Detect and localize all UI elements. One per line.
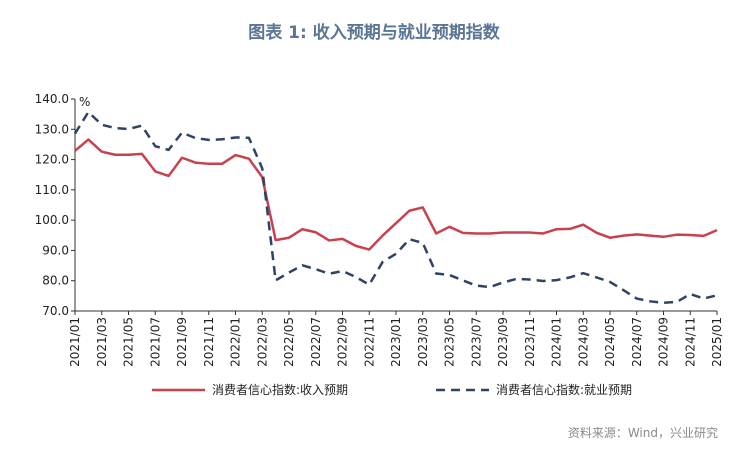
x-tick-label: 2022/05 — [282, 317, 296, 367]
x-tick-label: 2022/07 — [309, 317, 323, 367]
x-tick-label: 2025/01 — [710, 317, 724, 367]
y-tick-label: 110.0 — [35, 183, 69, 197]
chart-axes — [74, 99, 717, 312]
legend-label-employment: 消费者信心指数:就业预期 — [496, 382, 632, 397]
x-tick-label: 2021/05 — [122, 317, 136, 367]
x-tick-label: 2021/09 — [175, 317, 189, 367]
x-tick-label: 2024/05 — [603, 317, 617, 367]
y-tick-label: 130.0 — [35, 122, 69, 136]
x-axis-ticks: 2021/01 2021/03 2021/05 2021/07 2021/09 2021/… — [68, 311, 724, 367]
x-tick-label: 2024/11 — [683, 317, 697, 367]
x-tick-label: 2024/09 — [657, 317, 671, 367]
y-tick-label: 90.0 — [42, 243, 69, 257]
x-tick-label: 2024/07 — [630, 317, 644, 367]
x-tick-label: 2023/09 — [496, 317, 510, 367]
x-tick-label: 2022/01 — [229, 317, 243, 367]
x-tick-label: 2022/09 — [336, 317, 350, 367]
series-line-employment — [73, 110, 718, 305]
x-tick-label: 2021/03 — [95, 317, 109, 367]
x-tick-label: 2023/05 — [443, 317, 457, 367]
chart-series — [73, 110, 718, 305]
x-tick-label: 2021/01 — [68, 317, 82, 367]
x-tick-label: 2024/01 — [550, 317, 564, 367]
chart-title: 图表 1: 收入预期与就业预期指数 — [248, 23, 500, 43]
y-tick-label: 80.0 — [42, 274, 69, 288]
y-tick-label: 100.0 — [35, 213, 69, 227]
x-tick-label: 2022/03 — [255, 317, 269, 367]
x-tick-label: 2024/03 — [576, 317, 590, 367]
x-tick-label: 2022/11 — [362, 317, 376, 367]
series-line-income — [74, 138, 718, 251]
legend-label-income: 消费者信心指数:收入预期 — [212, 382, 348, 397]
x-tick-label: 2021/07 — [148, 317, 162, 367]
y-tick-label: 140.0 — [35, 92, 69, 106]
x-tick-label: 2021/11 — [202, 317, 216, 367]
y-axis-ticks: 70.0 80.0 90.0 100.0 110.0 120.0 130.0 140.0 — [35, 92, 75, 318]
legend: 消费者信心指数:收入预期 消费者信心指数:就业预期 — [152, 382, 632, 397]
source-note: 资料来源：Wind，兴业研究 — [567, 426, 718, 440]
x-tick-label: 2023/11 — [523, 317, 537, 367]
x-tick-label: 2023/01 — [389, 317, 403, 367]
y-tick-label: 120.0 — [35, 153, 69, 167]
x-tick-label: 2023/07 — [469, 317, 483, 367]
y-axis-unit-label: % — [79, 95, 90, 109]
x-tick-label: 2023/03 — [416, 317, 430, 367]
y-tick-label: 70.0 — [42, 304, 69, 318]
